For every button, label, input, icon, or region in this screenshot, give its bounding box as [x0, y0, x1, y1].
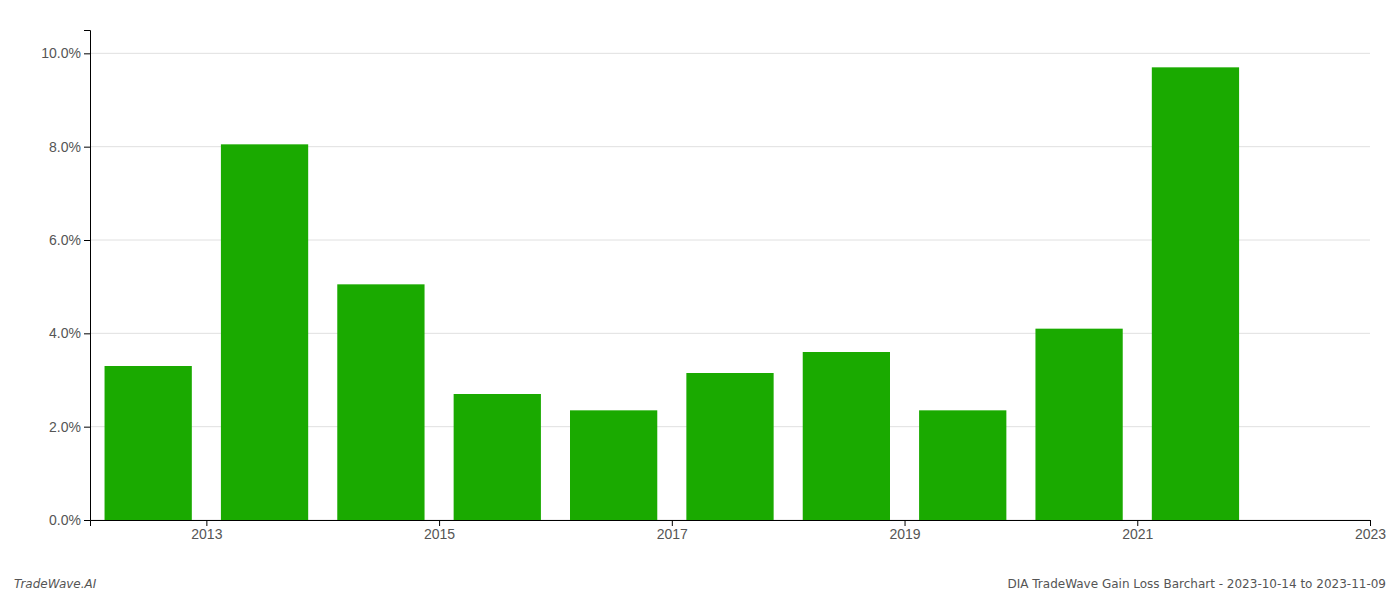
y-tick: 4.0%: [49, 325, 90, 341]
grid-line: [90, 53, 1370, 54]
y-tick-mark: [84, 53, 90, 54]
bar: [337, 284, 424, 520]
y-tick-mark: [84, 240, 90, 241]
x-tick: 2015: [424, 520, 455, 542]
bar: [221, 144, 308, 520]
y-tick-label: 0.0%: [49, 512, 81, 528]
bars: [105, 67, 1240, 520]
y-tick: 0.0%: [49, 512, 90, 528]
y-tick-label: 2.0%: [49, 419, 81, 435]
x-tick: 2019: [889, 520, 920, 542]
x-axis: 2013 2015 2017 2019 2021 2023: [91, 520, 1387, 542]
bar: [570, 410, 657, 520]
x-tick-label: 2017: [657, 526, 688, 542]
x-tick-label: 2015: [424, 526, 455, 542]
y-tick-mark: [84, 333, 90, 334]
y-tick: 2.0%: [49, 419, 90, 435]
y-tick-mark: [84, 427, 90, 428]
bar: [803, 352, 890, 520]
bar: [454, 394, 541, 520]
bar: [1152, 67, 1239, 520]
y-tick: 10.0%: [41, 45, 90, 61]
chart: 2013 2015 2017 2019 2021 2023 0.0% 2.0% 4.0% 6.0%…: [0, 0, 1400, 600]
x-tick-label: 2023: [1355, 526, 1386, 542]
x-tick-label: 2021: [1122, 526, 1153, 542]
x-tick: 2023: [1355, 520, 1386, 542]
plot: 2013 2015 2017 2019 2021 2023 0.0% 2.0% 4.0% 6.0%…: [41, 31, 1386, 542]
y-axis-line: [84, 31, 91, 521]
x-tick: 2021: [1122, 520, 1153, 542]
x-axis-line: [91, 521, 1371, 527]
y-tick-label: 10.0%: [41, 45, 81, 61]
footer-left: TradeWave.AI: [14, 577, 97, 591]
y-tick-mark: [84, 520, 90, 521]
grid: [90, 53, 1370, 520]
y-tick-label: 6.0%: [49, 232, 81, 248]
x-tick: 2013: [191, 520, 222, 542]
x-tick-label: 2019: [889, 526, 920, 542]
y-tick: 6.0%: [49, 232, 90, 248]
bar: [105, 366, 192, 520]
x-tick-label: 2013: [191, 526, 222, 542]
y-tick-label: 8.0%: [49, 139, 81, 155]
bar: [686, 373, 773, 520]
y-tick: 8.0%: [49, 139, 90, 155]
bar: [1035, 329, 1122, 520]
x-tick: 2017: [657, 520, 688, 542]
footer-right: DIA TradeWave Gain Loss Barchart - 2023-…: [1007, 577, 1386, 591]
y-axis: 0.0% 2.0% 4.0% 6.0% 8.0% 10.0%: [41, 31, 90, 528]
y-tick-label: 4.0%: [49, 325, 81, 341]
y-tick-mark: [84, 147, 90, 148]
bar: [919, 410, 1006, 520]
